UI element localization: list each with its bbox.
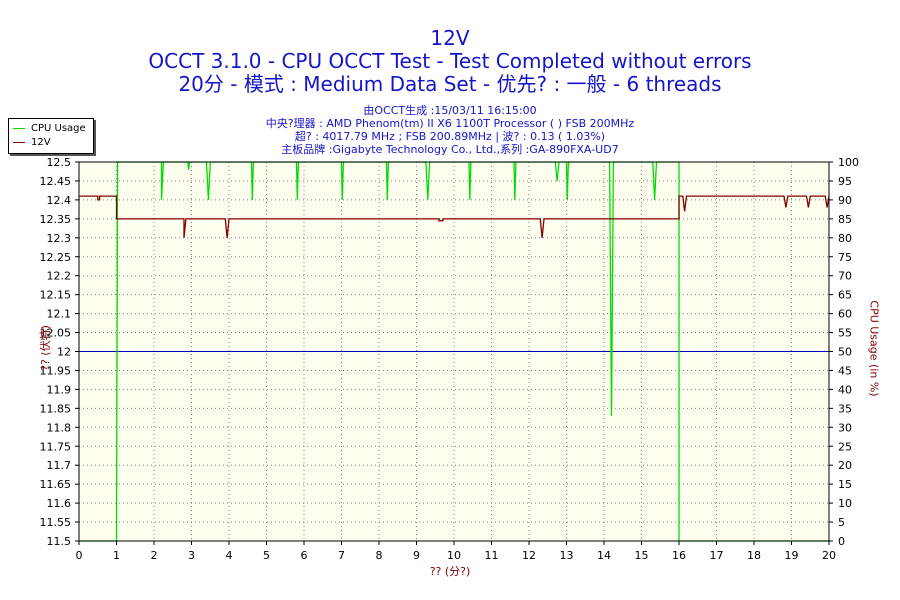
y-right-tick-label: 100 (838, 156, 859, 169)
legend-label-12v: 12V (31, 137, 51, 148)
x-tick-label: 11 (485, 549, 499, 562)
x-tick-label: 0 (76, 549, 83, 562)
y-left-tick-label: 11.95 (40, 364, 72, 377)
x-axis-label: ?? (分?) (429, 565, 471, 578)
y-left-tick-label: 11.75 (40, 440, 72, 453)
info-generated: 由OCCT生成 :15/03/11 16:15:00 (363, 104, 537, 117)
x-tick-label: 17 (710, 549, 724, 562)
y-right-tick-label: 90 (838, 194, 852, 207)
y-right-tick-label: 0 (838, 535, 845, 548)
x-tick-label: 20 (822, 549, 836, 562)
y-right-tick-label: 10 (838, 497, 852, 510)
x-tick-label: 18 (747, 549, 761, 562)
y-left-tick-label: 11.6 (47, 497, 72, 510)
y-left-tick-label: 12.45 (40, 175, 72, 188)
x-tick-label: 16 (672, 549, 686, 562)
y-left-tick-label: 12.1 (47, 308, 72, 321)
y-right-tick-label: 30 (838, 421, 852, 434)
legend-item-cpu-usage: CPU Usage (13, 122, 86, 135)
info-motherboard: 主板品牌 :Gigabyte Technology Co., Ltd.,系列 :… (281, 143, 619, 156)
y-left-tick-label: 11.8 (47, 421, 72, 434)
y-right-tick-label: 70 (838, 270, 852, 283)
y-right-tick-label: 40 (838, 383, 852, 396)
x-tick-label: 4 (226, 549, 233, 562)
series-line-12v (79, 195, 830, 238)
y-right-tick-label: 95 (838, 175, 852, 188)
x-tick-label: 3 (188, 549, 195, 562)
y-right-tick-label: 75 (838, 251, 852, 264)
x-tick-label: 7 (338, 549, 345, 562)
chart-subtitle-mode: 20分 - 模式 : Medium Data Set - 优先? : 一般 - … (178, 72, 722, 96)
legend-swatch-cpu (13, 128, 25, 129)
y-right-tick-label: 15 (838, 478, 852, 491)
x-tick-label: 5 (263, 549, 270, 562)
x-tick-label: 13 (560, 549, 574, 562)
y-left-tick-label: 12.5 (47, 156, 72, 169)
x-tick-label: 10 (447, 549, 461, 562)
chart-title: 12V (430, 26, 470, 50)
y-right-tick-label: 50 (838, 346, 852, 359)
y-left-tick-label: 11.9 (47, 383, 72, 396)
x-tick-label: 9 (413, 549, 420, 562)
x-tick-label: 19 (785, 549, 799, 562)
x-tick-label: 15 (635, 549, 649, 562)
y-left-tick-label: 11.55 (40, 516, 72, 529)
x-tick-label: 6 (301, 549, 308, 562)
y-left-tick-label: 12.35 (40, 213, 72, 226)
y-axis-left-label: ?? (伏特) (38, 325, 52, 371)
y-right-tick-label: 65 (838, 289, 852, 302)
plot-border (78, 161, 830, 542)
x-tick-label: 14 (597, 549, 611, 562)
y-right-tick-label: 45 (838, 364, 852, 377)
y-right-tick-label: 5 (838, 516, 845, 529)
legend-item-12v: 12V (13, 136, 51, 149)
y-right-tick-label: 25 (838, 440, 852, 453)
y-right-tick-label: 20 (838, 459, 852, 472)
x-tick-label: 8 (376, 549, 383, 562)
y-left-tick-label: 12.3 (47, 232, 72, 245)
y-axis-right-label: CPU Usage (in %) (867, 300, 881, 397)
y-left-tick-label: 12.05 (40, 327, 72, 340)
x-tick-label: 12 (522, 549, 536, 562)
y-left-tick-label: 11.85 (40, 402, 72, 415)
y-left-tick-label: 12.15 (40, 289, 72, 302)
y-left-tick-label: 12.25 (40, 251, 72, 264)
y-right-tick-label: 55 (838, 327, 852, 340)
legend-label-cpu: CPU Usage (31, 123, 86, 134)
info-clock: 超? : 4017.79 MHz ; FSB 200.89MHz | 波? : … (294, 130, 606, 143)
y-right-tick-label: 60 (838, 308, 852, 321)
y-left-tick-label: 12 (57, 346, 71, 359)
y-left-tick-label: 12.2 (47, 270, 72, 283)
x-tick-label: 2 (151, 549, 158, 562)
y-right-tick-label: 35 (838, 402, 852, 415)
y-right-tick-label: 80 (838, 232, 852, 245)
chart-legend: CPU Usage 12V (8, 118, 94, 154)
y-left-tick-label: 12.4 (47, 194, 72, 207)
chart-subtitle-test: OCCT 3.1.0 - CPU OCCT Test - Test Comple… (148, 49, 752, 73)
y-right-tick-label: 85 (838, 213, 852, 226)
x-tick-label: 1 (113, 549, 120, 562)
legend-swatch-12v (13, 142, 25, 143)
y-left-tick-label: 11.65 (40, 478, 72, 491)
y-left-tick-label: 11.5 (47, 535, 72, 548)
y-left-tick-label: 11.7 (47, 459, 72, 472)
info-cpu: 中央?理器 : AMD Phenom(tm) II X6 1100T Proce… (265, 117, 635, 130)
